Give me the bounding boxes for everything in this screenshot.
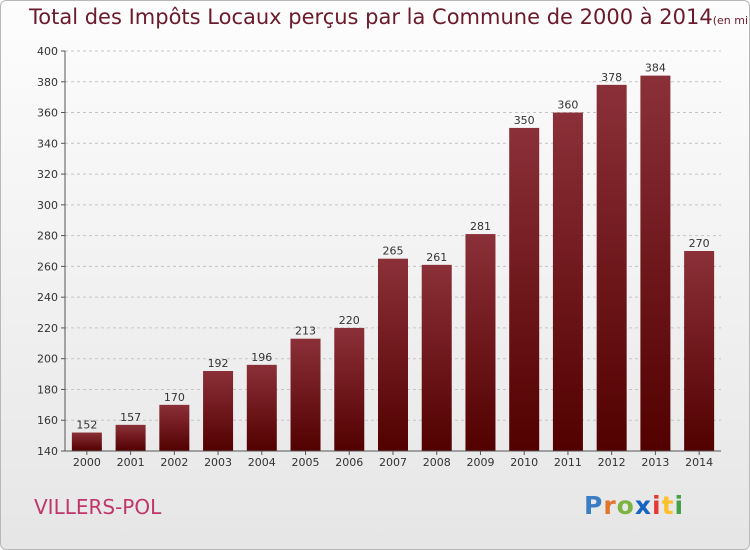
bar-2006: [334, 327, 365, 451]
bar-value-label: 192: [208, 357, 229, 370]
y-tick-label: 360: [37, 107, 58, 120]
x-tick-label: 2009: [466, 456, 494, 469]
x-tick-label: 2005: [292, 456, 320, 469]
bar-value-label: 213: [295, 325, 316, 338]
y-tick-label: 340: [37, 137, 58, 150]
bar-2002: [159, 404, 190, 451]
y-tick-label: 220: [37, 322, 58, 335]
bar-2004: [246, 364, 277, 451]
bar-2010: [509, 127, 540, 451]
bar-value-label: 270: [689, 237, 710, 250]
y-tick-label: 240: [37, 291, 58, 304]
bar-2014: [684, 251, 715, 451]
logo-letter: r: [603, 491, 617, 520]
y-tick-label: 260: [37, 260, 58, 273]
x-tick-label: 2002: [160, 456, 188, 469]
logo-letter: t: [661, 491, 675, 520]
bar-2005: [290, 338, 321, 451]
y-tick-label: 140: [37, 445, 58, 458]
chart-unit-note: (en milliers d'€): [712, 14, 749, 27]
x-tick-label: 2011: [554, 456, 582, 469]
x-tick-label: 2007: [379, 456, 407, 469]
y-tick-label: 380: [37, 76, 58, 89]
x-tick-label: 2013: [641, 456, 669, 469]
bar-value-label: 281: [470, 220, 491, 233]
y-tick-label: 400: [37, 45, 58, 58]
x-tick-label: 2006: [335, 456, 363, 469]
logo-letter: x: [634, 491, 652, 520]
y-tick-label: 180: [37, 383, 58, 396]
bar-2003: [203, 371, 234, 451]
bar-2008: [421, 264, 452, 451]
bar-value-label: 220: [339, 314, 360, 327]
bar-value-label: 350: [514, 114, 535, 127]
bar-2007: [378, 258, 408, 451]
logo-letter: o: [616, 491, 635, 520]
x-tick-label: 2001: [117, 456, 145, 469]
bar-value-label: 360: [557, 99, 578, 112]
bars-layer: 152 157 170 192 196 213 220 265 261 281 350 360 378 3…: [71, 62, 715, 452]
logo-letter: i: [674, 491, 685, 520]
x-tick-label: 2000: [73, 456, 101, 469]
bar-2000: [71, 432, 102, 451]
bar-2011: [552, 112, 583, 452]
axis-layer: 140 160 180 200 220 240 260 280 300 320 340 360 380 4…: [37, 45, 721, 469]
bar-value-label: 196: [251, 351, 272, 364]
x-tick-label: 2008: [423, 456, 451, 469]
bar-2009: [465, 234, 496, 451]
bar-value-label: 152: [76, 419, 97, 432]
chart-title: Total des Impôts Locaux perçus par la Co…: [29, 5, 749, 29]
proxiti-logo[interactable]: Proxiti: [584, 491, 684, 520]
bar-2013: [640, 75, 671, 451]
bar-value-label: 378: [601, 71, 622, 84]
bar-2001: [115, 424, 146, 451]
y-tick-label: 300: [37, 199, 58, 212]
y-tick-label: 320: [37, 168, 58, 181]
x-tick-label: 2003: [204, 456, 232, 469]
y-tick-label: 280: [37, 230, 58, 243]
bar-value-label: 384: [645, 62, 666, 75]
x-tick-label: 2010: [510, 456, 538, 469]
y-tick-label: 160: [37, 414, 58, 427]
x-tick-label: 2012: [598, 456, 626, 469]
bar-value-label: 261: [426, 251, 447, 264]
bar-value-label: 265: [383, 245, 404, 258]
chart-title-main: Total des Impôts Locaux perçus par la Co…: [29, 5, 713, 29]
x-tick-label: 2014: [685, 456, 713, 469]
bar-2012: [596, 84, 627, 451]
bar-value-label: 170: [164, 391, 185, 404]
logo-letter: P: [584, 491, 604, 520]
x-tick-label: 2004: [248, 456, 276, 469]
y-tick-label: 200: [37, 353, 58, 366]
logo-letter: i: [652, 491, 662, 520]
commune-name: VILLERS-POL: [34, 495, 162, 519]
bar-value-label: 157: [120, 411, 141, 424]
